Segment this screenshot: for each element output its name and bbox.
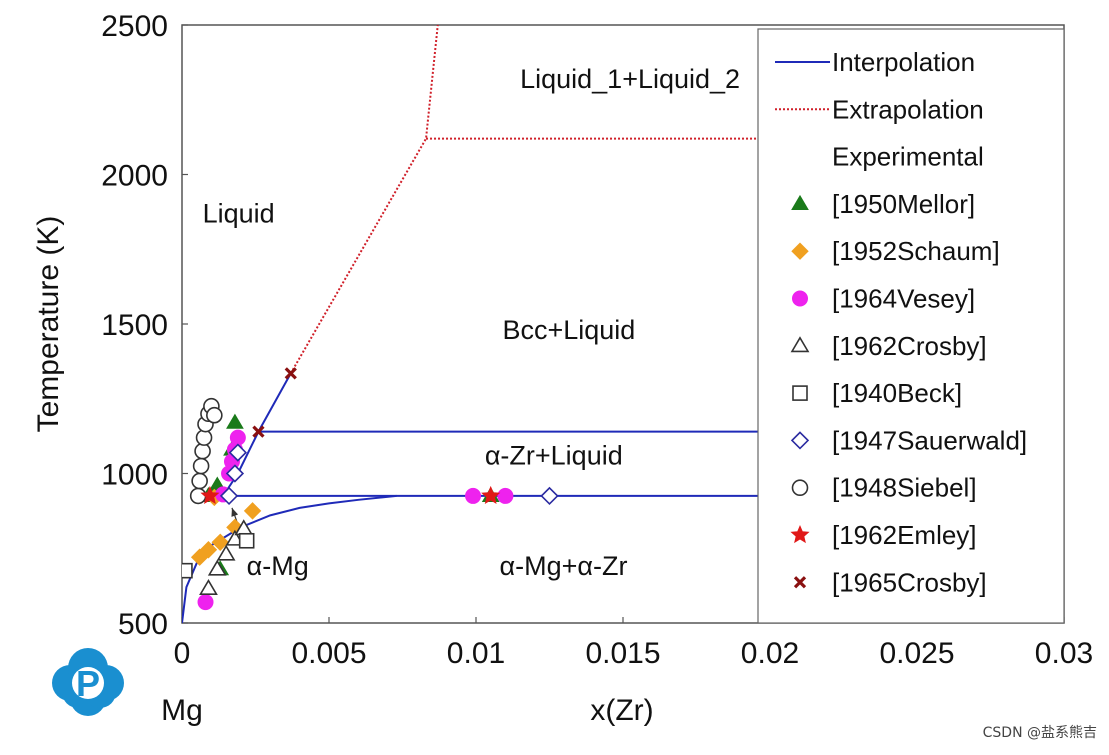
data-point-1962crosby [199,579,218,596]
legend-label: [1948Siebel] [832,473,977,503]
data-point-1940beck [238,532,255,549]
y-axis-label: Temperature (K) [32,216,65,433]
corner-label-mg: Mg [161,694,203,727]
x-tick-label: 0 [174,637,191,670]
x-tick-label: 0.015 [585,637,660,670]
legend-marker-1962crosby [790,336,810,353]
region-label: Liquid [203,198,275,228]
series-1962crosby [199,519,254,596]
logo-icon: P [52,648,124,716]
plot-area: Liquid_1+Liquid_2 Liquid Bcc+Liquid α-Zr+Li… [182,25,1064,623]
legend-marker-1962emley [790,524,810,544]
legend-marker-1950mellor [791,194,809,210]
data-point-1952schaum [243,502,262,520]
legend-label: [1962Crosby] [832,331,987,361]
data-point-1948siebel [195,429,213,446]
watermark: CSDN @盐系熊吉 [982,725,1097,741]
data-point-1948siebel [192,457,210,475]
data-point-1964vesey [197,594,214,611]
y-tick-label: 500 [118,608,168,641]
legend-marker-1940beck [792,385,808,401]
y-tick-label: 1500 [101,309,168,342]
legend-marker-1965crosby [793,576,807,589]
legend-label: Extrapolation [832,94,984,124]
extrapolation-line-segment-0 [289,25,439,374]
data-point-1952schaum [199,541,218,559]
data-point-1962emley [200,485,220,505]
legend-box [757,28,1065,624]
data-point-1964vesey [465,487,482,504]
legend-marker-1947sauerwald [790,431,810,450]
series-1940beck [182,532,255,579]
series-1962emley [200,485,501,505]
x-stroke [284,367,297,380]
y-tick-label: 2000 [101,160,168,193]
x-tick-label: 0.025 [879,637,954,670]
data-point-1965crosby [284,367,297,380]
data-point-1962crosby [207,559,227,576]
series-1965crosby [252,367,297,438]
data-point-1948siebel [191,472,208,490]
data-point-1950mellor [226,413,244,429]
region-label: Bcc+Liquid [502,315,635,345]
x-axis-label: x(Zr) [590,694,653,727]
x-tick-label: 0.02 [741,637,799,670]
logo-letter: P [76,663,100,704]
data-point-1948siebel [194,442,211,460]
legend-label: Interpolation [832,47,975,77]
data-point-1962emley [481,485,501,505]
legend-label: [1940Beck] [832,378,962,408]
data-point-1964vesey [229,429,246,446]
region-label: α-Zr+Liquid [485,441,623,471]
data-point-1965crosby [252,425,265,438]
data-point-1962crosby [216,544,236,561]
series-1948siebel [189,397,223,505]
legend-label: [1952Schaum] [832,236,1000,266]
legend-label: [1965Crosby] [832,567,987,597]
legend-label: [1950Mellor] [832,189,975,219]
data-point-1948siebel [189,487,207,505]
x-tick-label: 0.03 [1035,637,1093,670]
legend-label: Experimental [832,142,984,172]
data-point-1947sauerwald [228,443,247,462]
legend-marker-1964vesey [792,290,808,307]
x-stroke [252,425,265,438]
y-tick-label: 1000 [101,459,168,492]
region-label: α-Mg [247,551,309,581]
data-point-1947sauerwald [219,486,239,506]
annotation-arrow-head [231,507,239,517]
data-point-1948siebel [206,406,223,424]
data-point-1964vesey [497,487,514,504]
x-tick-label: 0.005 [291,637,366,670]
legend-marker-1948siebel [791,479,809,497]
legend-marker-1952schaum [791,242,809,260]
x-tick-label: 0.01 [447,637,505,670]
region-label: α-Mg+α-Zr [500,551,628,581]
data-point-1952schaum [211,533,229,551]
legend-label: [1964Vesey] [832,284,975,314]
interpolation-line-segment-0 [206,372,292,497]
data-point-1940beck [182,562,193,579]
legend-label: [1962Emley] [832,520,977,550]
data-point-1947sauerwald [225,464,245,483]
logo-inner [72,667,104,699]
series-1947sauerwald [219,443,559,506]
data-point-1947sauerwald [540,486,559,506]
region-label: Liquid_1+Liquid_2 [520,64,740,94]
x-stroke [793,576,807,589]
legend-label: [1947Sauerwald] [832,425,1027,455]
y-tick-label: 2500 [101,10,168,43]
